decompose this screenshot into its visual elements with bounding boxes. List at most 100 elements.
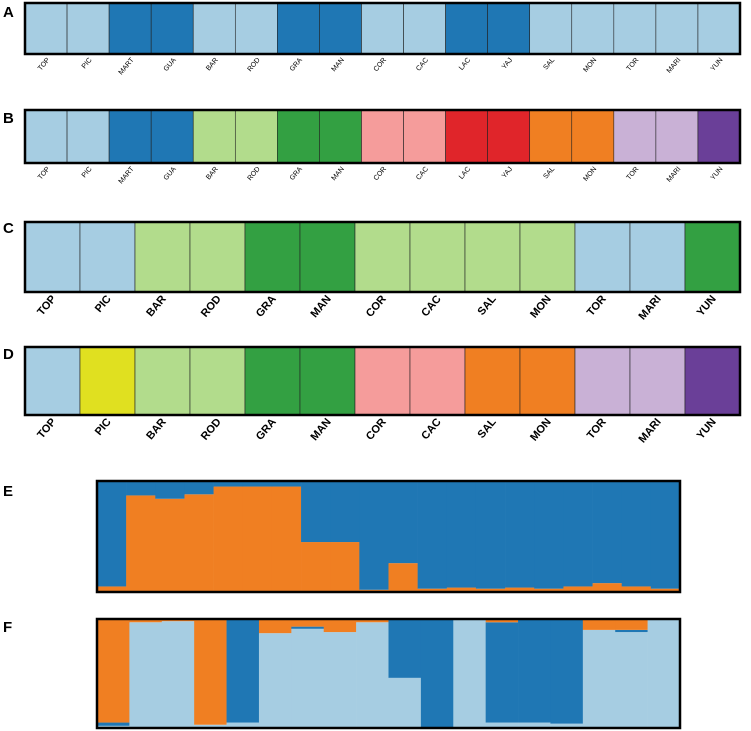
cluster-bar bbox=[319, 2, 362, 55]
ancestry-segment bbox=[621, 586, 652, 592]
ancestry-segment bbox=[647, 619, 681, 728]
cluster-bar bbox=[403, 109, 446, 164]
cluster-bar bbox=[487, 2, 531, 55]
population-label: SAL bbox=[542, 57, 556, 72]
ancestry-segment bbox=[184, 494, 214, 592]
ancestry-segment bbox=[258, 633, 292, 728]
cluster-bar bbox=[108, 109, 152, 164]
panel-frame bbox=[23, 108, 742, 165]
population-label: MON bbox=[582, 166, 598, 183]
cluster-bar bbox=[150, 109, 194, 164]
cluster-bar bbox=[529, 2, 573, 55]
panel-letter: A bbox=[3, 4, 14, 21]
ancestry-segment bbox=[271, 486, 302, 592]
population-label: GRA bbox=[289, 166, 304, 182]
cluster-bar bbox=[613, 109, 657, 164]
cluster-bar bbox=[409, 221, 466, 293]
population-label: PIC bbox=[81, 57, 94, 70]
ancestry-segment bbox=[505, 587, 535, 592]
cluster-bar bbox=[299, 221, 356, 293]
population-label: TOR bbox=[585, 293, 609, 318]
cluster-bar bbox=[354, 346, 411, 416]
population-label: MAN bbox=[331, 166, 346, 182]
cluster-bar bbox=[361, 2, 404, 55]
ancestry-segment bbox=[518, 722, 551, 728]
ancestry-segment bbox=[505, 481, 535, 588]
ancestry-segment bbox=[271, 481, 302, 487]
ancestry-segment bbox=[388, 677, 422, 728]
cluster-bar bbox=[24, 2, 68, 55]
ancestry-segment bbox=[592, 583, 622, 592]
population-label: ROD bbox=[199, 293, 224, 319]
cluster-bar bbox=[189, 346, 246, 416]
panel-letter: F bbox=[3, 619, 12, 636]
panel-frame bbox=[23, 1, 742, 56]
ancestry-segment bbox=[129, 622, 163, 728]
cluster-bar bbox=[277, 109, 320, 164]
population-label: SAL bbox=[475, 293, 499, 318]
ancestry-segment bbox=[291, 619, 325, 627]
ancestry-segment bbox=[226, 722, 260, 728]
cluster-bar bbox=[192, 2, 236, 55]
cluster-bar bbox=[464, 346, 521, 416]
population-label: ROD bbox=[246, 57, 261, 73]
population-label: GUA bbox=[163, 166, 178, 182]
ancestry-segment bbox=[194, 724, 227, 728]
population-label: YUN bbox=[695, 416, 719, 442]
ancestry-segment bbox=[126, 481, 156, 496]
population-label: TOR bbox=[626, 166, 641, 182]
cluster-bar bbox=[519, 221, 576, 293]
ancestry-segment bbox=[242, 481, 273, 487]
cluster-bar bbox=[66, 2, 110, 55]
population-label: ROD bbox=[199, 416, 224, 442]
ancestry-segment bbox=[417, 588, 448, 592]
population-label: MAN bbox=[308, 293, 333, 320]
cluster-bar bbox=[629, 221, 686, 293]
population-label: YUN bbox=[695, 293, 719, 319]
cluster-bar bbox=[244, 221, 301, 293]
population-label: MAN bbox=[308, 416, 333, 443]
population-label: MAN bbox=[331, 57, 346, 73]
ancestry-segment bbox=[563, 586, 593, 592]
population-label: TOR bbox=[626, 57, 641, 73]
ancestry-segment bbox=[485, 722, 519, 728]
ancestry-segment bbox=[475, 481, 506, 589]
cluster-bar bbox=[24, 221, 81, 293]
cluster-bar bbox=[189, 221, 246, 293]
ancestry-segment bbox=[446, 587, 477, 592]
cluster-bar bbox=[684, 346, 741, 416]
population-label: COR bbox=[373, 57, 388, 73]
population-label: CAC bbox=[415, 166, 430, 182]
ancestry-segment bbox=[291, 626, 325, 629]
population-label: MARI bbox=[637, 293, 664, 322]
population-label: MARI bbox=[637, 416, 664, 445]
ancestry-segment bbox=[582, 619, 616, 630]
population-label: PIC bbox=[81, 166, 94, 179]
population-label: GRA bbox=[254, 416, 279, 442]
ancestry-segment bbox=[184, 481, 214, 495]
ancestry-segment bbox=[97, 619, 130, 723]
population-label: GUA bbox=[163, 57, 178, 73]
cluster-bar bbox=[244, 346, 301, 416]
population-label: MON bbox=[528, 416, 554, 443]
ancestry-segment bbox=[563, 481, 593, 587]
cluster-bar bbox=[79, 346, 136, 416]
population-label: BAR bbox=[205, 166, 220, 182]
ancestry-segment bbox=[242, 486, 273, 592]
panel-letter: C bbox=[3, 220, 14, 237]
cluster-bar bbox=[629, 346, 686, 416]
ancestry-segment bbox=[615, 619, 648, 630]
ancestry-segment bbox=[650, 588, 681, 592]
ancestry-segment bbox=[417, 481, 448, 589]
ancestry-segment bbox=[291, 628, 325, 728]
population-label: TOP bbox=[37, 166, 52, 182]
ancestry-segment bbox=[323, 619, 357, 633]
cluster-bar bbox=[571, 2, 615, 55]
cluster-bar bbox=[150, 2, 194, 55]
ancestry-segment bbox=[550, 723, 584, 728]
cluster-bar bbox=[79, 221, 136, 293]
ancestry-segment bbox=[388, 619, 422, 678]
cluster-bar bbox=[487, 109, 531, 164]
cluster-bar bbox=[697, 109, 741, 164]
ancestry-segment bbox=[388, 563, 418, 592]
